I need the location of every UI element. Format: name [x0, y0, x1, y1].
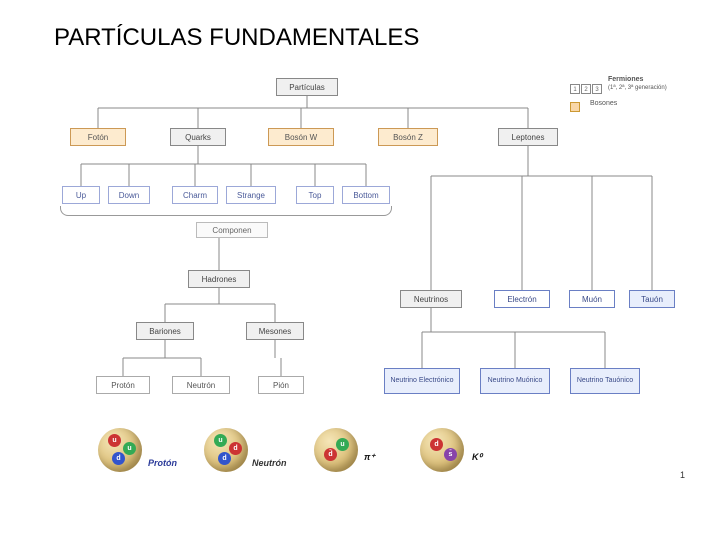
node-bosonz: Bosón Z: [378, 128, 438, 146]
node-proton: Protón: [96, 376, 150, 394]
node-bosonw: Bosón W: [268, 128, 334, 146]
node-hadrones: Hadrones: [188, 270, 250, 288]
legend-fermion-boxes: 123: [570, 78, 603, 96]
node-neu-tau: Neutrino Tauónico: [570, 368, 640, 394]
node-mesones: Mesones: [246, 322, 304, 340]
quark-dot: d̄: [324, 448, 337, 461]
node-up: Up: [62, 186, 100, 204]
legend-gen-box: 1: [570, 84, 580, 94]
node-strange: Strange: [226, 186, 276, 204]
node-label: Bariones: [149, 327, 181, 336]
node-label: Quarks: [185, 133, 211, 142]
particle-kaon-label: K⁰: [472, 452, 482, 463]
page-title: PARTÍCULAS FUNDAMENTALES: [54, 24, 419, 52]
node-label: Protón: [111, 381, 135, 390]
quark-dot: d: [430, 438, 443, 451]
node-neu-mu: Neutrino Muónico: [480, 368, 550, 394]
particle-pion-label: π⁺: [364, 452, 375, 463]
particle-pion: ud̄: [314, 428, 358, 472]
quark-dot: d: [112, 452, 125, 465]
quark-dot: s̄: [444, 448, 457, 461]
legend-gen-box: 3: [592, 84, 602, 94]
node-label: Bottom: [353, 191, 378, 200]
quark-dot: d: [218, 452, 231, 465]
node-top: Top: [296, 186, 334, 204]
node-label: Neutrino Tauónico: [577, 377, 633, 385]
node-label: Pión: [273, 381, 289, 390]
node-particulas: Partículas: [276, 78, 338, 96]
quark-dot: u: [336, 438, 349, 451]
node-label: Leptones: [512, 133, 545, 142]
quark-dot: u: [108, 434, 121, 447]
node-bottom: Bottom: [342, 186, 390, 204]
particle-neutron: udd: [204, 428, 248, 472]
node-label: Neutrino Electrónico: [390, 377, 453, 385]
node-label: Strange: [237, 191, 265, 200]
node-label: Componen: [212, 226, 251, 235]
node-componen: Componen: [196, 222, 268, 238]
node-muon: Muón: [569, 290, 615, 308]
node-quarks: Quarks: [170, 128, 226, 146]
curly-brace: [60, 206, 392, 216]
particle-proton-label: Protón: [148, 458, 177, 468]
node-label: Charm: [183, 191, 207, 200]
legend-fermion-text: Fermiones: [608, 76, 643, 83]
node-pion: Pión: [258, 376, 304, 394]
legend-boson-box: [570, 102, 580, 112]
node-label: Fotón: [88, 133, 108, 142]
node-label: Hadrones: [202, 275, 237, 284]
node-label: Muón: [582, 295, 602, 304]
legend-fermion-sub: (1ª, 2ª, 3ª generación): [608, 85, 667, 91]
node-charm: Charm: [172, 186, 218, 204]
node-label: Partículas: [289, 83, 325, 92]
node-neu-e: Neutrino Electrónico: [384, 368, 460, 394]
node-label: Top: [309, 191, 322, 200]
node-label: Down: [119, 191, 139, 200]
node-bariones: Bariones: [136, 322, 194, 340]
node-label: Neutrón: [187, 381, 215, 390]
node-electron: Electrón: [494, 290, 550, 308]
node-neutrinos: Neutrinos: [400, 290, 462, 308]
node-label: Mesones: [259, 327, 291, 336]
quark-dot: d: [229, 442, 242, 455]
node-label: Neutrino Muónico: [488, 377, 543, 385]
particle-neutron-label: Neutrón: [252, 458, 287, 468]
node-leptones: Leptones: [498, 128, 558, 146]
particle-kaon: ds̄: [420, 428, 464, 472]
node-label: Bosón Z: [393, 133, 423, 142]
node-label: Electrón: [507, 295, 536, 304]
node-label: Tauón: [641, 295, 663, 304]
node-down: Down: [108, 186, 150, 204]
slide-number: 1: [680, 470, 685, 480]
node-label: Up: [76, 191, 86, 200]
node-foton: Fotón: [70, 128, 126, 146]
node-tauon: Tauón: [629, 290, 675, 308]
legend-gen-box: 2: [581, 84, 591, 94]
node-label: Neutrinos: [414, 295, 448, 304]
quark-dot: u: [214, 434, 227, 447]
legend-boson-text: Bosones: [590, 100, 617, 107]
node-neutron: Neutrón: [172, 376, 230, 394]
particle-proton: uud: [98, 428, 142, 472]
node-label: Bosón W: [285, 133, 317, 142]
quark-dot: u: [123, 442, 136, 455]
